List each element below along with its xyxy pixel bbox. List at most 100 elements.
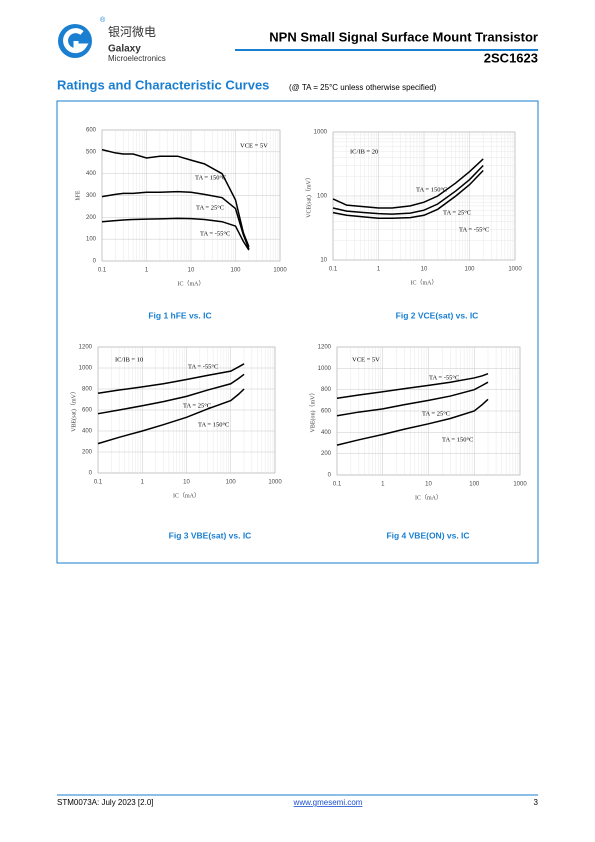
y-axis-label: VCE(sat)（mV） (305, 174, 312, 218)
section-condition: (@ TA = 25°C unless otherwise specified) (289, 83, 437, 92)
series-label: TA = 150°C (416, 186, 447, 193)
x-tick-label: 100 (464, 267, 475, 273)
figure-frame (56, 100, 539, 564)
x-tick-label: 10 (188, 268, 195, 274)
x-axis-label: IC（mA） (415, 494, 442, 501)
series-line (336, 398, 489, 446)
logo-en: Microelectronics (108, 54, 166, 63)
series-label: TA = 150°C (442, 436, 473, 443)
x-tick-label: 10 (421, 267, 428, 273)
y-tick-label: 10 (320, 258, 327, 264)
series-label: TA = -55°C (188, 363, 218, 370)
y-tick-label: 400 (86, 171, 97, 177)
y-axis-label: hFE (75, 190, 81, 200)
series-line (332, 170, 484, 219)
y-tick-label: 1200 (79, 345, 93, 351)
series-line (332, 158, 484, 209)
series-line (332, 164, 484, 215)
y-tick-label: 400 (321, 430, 332, 436)
figure-caption: Fig 4 VBE(ON) vs. IC (386, 530, 469, 540)
series-line (101, 148, 250, 248)
series-label: TA = 25°C (183, 402, 211, 409)
series-line (336, 381, 489, 417)
series-line (97, 388, 245, 445)
y-tick-label: 600 (82, 408, 93, 414)
series-line (101, 190, 250, 250)
y-tick-label: 600 (86, 128, 97, 134)
y-tick-label: 300 (86, 193, 97, 199)
x-tick-label: 1000 (273, 268, 287, 274)
y-tick-label: 0 (89, 471, 93, 477)
doc-title: NPN Small Signal Surface Mount Transisto… (269, 29, 538, 44)
y-axis-label: VBE(sat)（mV） (70, 388, 77, 432)
series-line (97, 373, 245, 415)
figure-caption: Fig 1 hFE vs. IC (148, 310, 211, 320)
charts: 0.1 1 10 100 10000100200300400500600IC（mA）hF… (70, 128, 527, 541)
logo-en: Galaxy (108, 44, 141, 55)
y-tick-label: 1000 (318, 366, 332, 372)
annotation: IC/IB = 20 (350, 148, 378, 155)
x-axis-label: IC（mA） (173, 492, 200, 499)
figure-caption: Fig 2 VCE(sat) vs. IC (396, 310, 479, 320)
logo-mark: ® (100, 16, 106, 24)
series-line (101, 217, 250, 251)
x-tick-label: 1 (145, 268, 149, 274)
x-tick-label: 100 (230, 268, 241, 274)
series-label: TA = 25°C (422, 410, 450, 417)
series-label: TA = -55°C (429, 374, 459, 381)
x-tick-label: 1 (377, 267, 381, 273)
part-number: 2SC1623 (484, 50, 538, 65)
x-tick-label: 1000 (513, 482, 527, 488)
y-tick-label: 500 (86, 149, 97, 155)
series-label: TA = -55°C (200, 230, 230, 237)
series-line (336, 372, 489, 399)
y-tick-label: 800 (82, 387, 93, 393)
annotation: VCE = 5V (240, 142, 268, 149)
y-tick-label: 200 (86, 215, 97, 221)
series-line (97, 363, 245, 394)
y-tick-label: 100 (86, 237, 97, 243)
y-tick-label: 200 (321, 451, 332, 457)
annotation: IC/IB = 10 (115, 356, 143, 363)
logo-cn: 银河微电 (108, 25, 156, 39)
x-tick-label: 0.1 (94, 480, 103, 486)
y-tick-label: 1000 (314, 130, 328, 136)
series-label: TA = -55°C (459, 226, 489, 233)
x-tick-label: 0.1 (333, 482, 342, 488)
series-label: TA = 150°C (195, 174, 226, 181)
x-tick-label: 1000 (268, 480, 282, 486)
y-tick-label: 0 (93, 259, 97, 265)
x-tick-label: 10 (425, 482, 432, 488)
footer-page: 3 (534, 798, 539, 807)
y-tick-label: 100 (317, 194, 328, 200)
x-tick-label: 1 (381, 482, 385, 488)
y-tick-label: 1200 (318, 345, 332, 351)
series-label: TA = 25°C (443, 209, 471, 216)
x-axis-label: IC（mA） (410, 279, 437, 286)
series-label: TA = 150°C (198, 421, 229, 428)
figure-caption: Fig 3 VBE(sat) vs. IC (169, 530, 252, 540)
logo-g (63, 28, 89, 54)
y-tick-label: 400 (82, 429, 93, 435)
y-tick-label: 200 (82, 450, 93, 456)
x-tick-label: 10 (183, 480, 190, 486)
y-tick-label: 1000 (79, 366, 93, 372)
x-tick-label: 1000 (508, 267, 522, 273)
series-label: TA = 25°C (196, 204, 224, 211)
x-tick-label: 0.1 (329, 267, 338, 273)
x-tick-label: 0.1 (98, 268, 107, 274)
x-axis-label: IC（mA） (177, 280, 204, 287)
x-tick-label: 1 (141, 480, 145, 486)
section-title: Ratings and Characteristic Curves (57, 77, 269, 92)
y-axis-label: VBE(on)（mV） (309, 390, 316, 433)
x-tick-label: 100 (226, 480, 237, 486)
x-tick-label: 100 (469, 482, 480, 488)
y-tick-label: 0 (328, 473, 332, 479)
y-tick-label: 800 (321, 387, 332, 393)
y-tick-label: 600 (321, 409, 332, 415)
footer-doc: STM0073A: July 2023 [2.0] (57, 798, 154, 807)
footer-url[interactable]: www.gmesemi.com (293, 798, 363, 807)
footer-link[interactable]: www.gmesemi.com (293, 798, 363, 807)
